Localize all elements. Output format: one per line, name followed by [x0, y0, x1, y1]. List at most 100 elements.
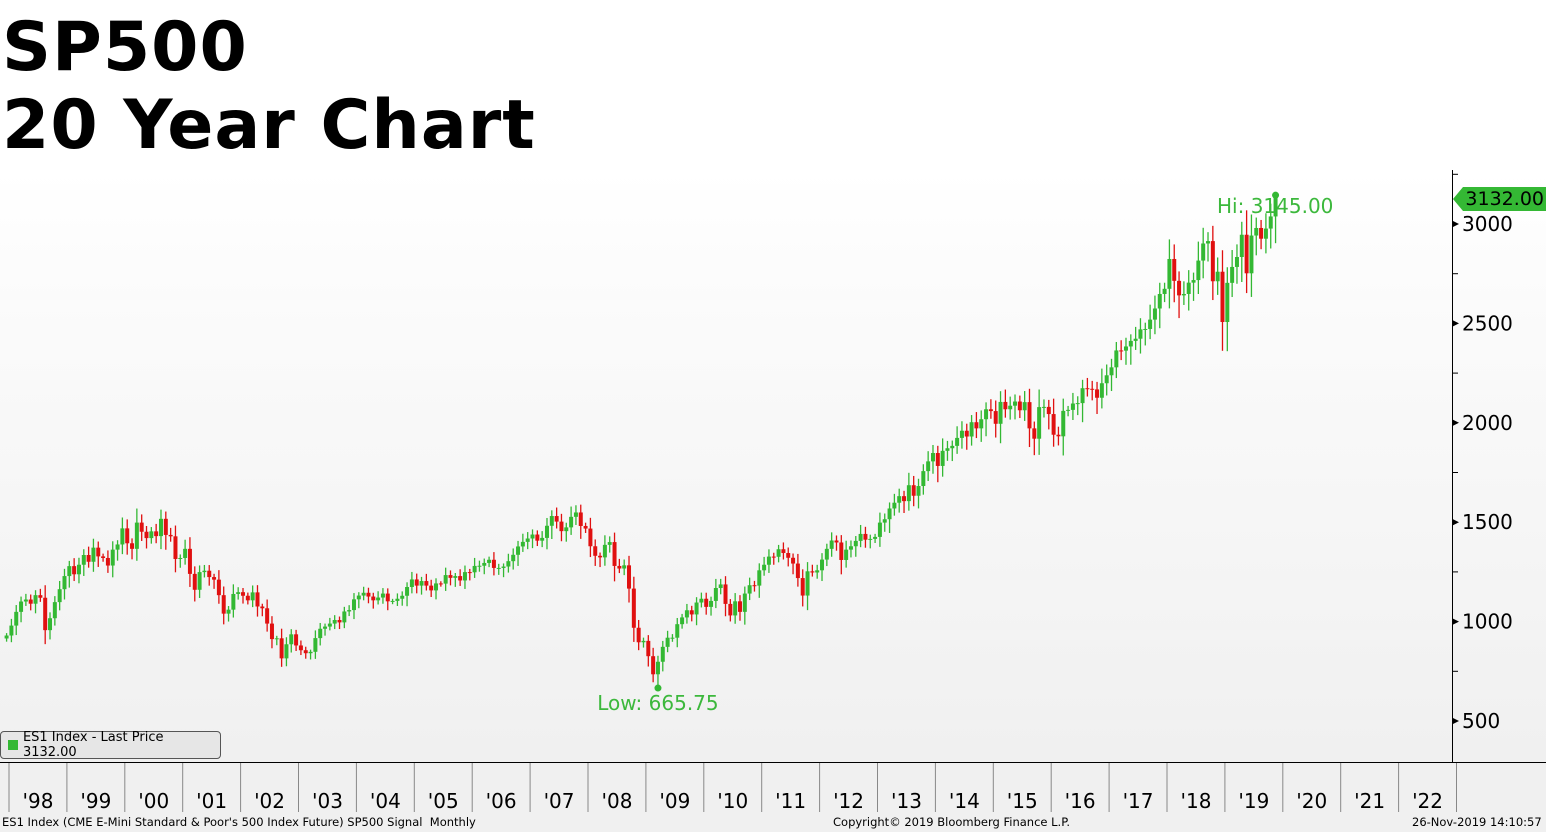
- candle-body: [1090, 388, 1095, 390]
- candle-body: [241, 592, 246, 596]
- candle-body: [414, 579, 419, 586]
- candle-body: [882, 519, 887, 523]
- candle-body: [1273, 197, 1278, 217]
- candle: [728, 599, 733, 622]
- candle: [255, 585, 260, 617]
- candle-body: [318, 628, 323, 639]
- footer-security-description: ES1 Index (CME E-Mini Standard & Poor's …: [2, 815, 476, 829]
- candle: [212, 573, 217, 589]
- candle-body: [684, 610, 689, 618]
- candle-body: [660, 646, 665, 662]
- candle-body: [366, 592, 371, 597]
- candle-body: [1181, 293, 1186, 296]
- candle: [935, 445, 940, 483]
- candle-body: [718, 584, 723, 589]
- candle: [110, 541, 115, 578]
- candle-body: [829, 540, 834, 549]
- y-tick-label: 1500: [1462, 510, 1513, 534]
- candle: [1046, 399, 1051, 430]
- candle-body: [607, 542, 612, 545]
- candle: [506, 553, 511, 573]
- y-tick-label: 1000: [1462, 610, 1513, 634]
- candle: [361, 586, 366, 601]
- candle: [713, 578, 718, 609]
- candle: [501, 563, 506, 578]
- candle: [1273, 195, 1278, 244]
- candle-body: [593, 546, 598, 556]
- candle-body: [1075, 403, 1080, 405]
- candle: [593, 539, 598, 566]
- candle-body: [1013, 401, 1018, 406]
- candle: [974, 412, 979, 439]
- candle-body: [1157, 293, 1162, 309]
- candle-body: [1061, 410, 1066, 437]
- candle-body: [380, 593, 385, 598]
- candle: [491, 552, 496, 576]
- candle-body: [212, 577, 217, 580]
- candle-body: [969, 422, 974, 437]
- candle: [380, 588, 385, 604]
- candle-body: [173, 536, 178, 559]
- y-tick: [1453, 519, 1459, 526]
- candle: [14, 605, 19, 636]
- candle-body: [1114, 350, 1119, 368]
- candle-body: [930, 453, 935, 462]
- candle-body: [390, 600, 395, 602]
- candle-body: [602, 544, 607, 558]
- candle-body: [1003, 401, 1008, 410]
- candle: [1206, 232, 1211, 262]
- candle: [115, 540, 120, 561]
- candle-body: [255, 592, 260, 607]
- candle: [101, 553, 106, 562]
- candle: [183, 539, 188, 565]
- candle: [1143, 322, 1148, 346]
- candle-body: [120, 528, 125, 545]
- x-tick-label: '07: [544, 789, 575, 813]
- candle: [573, 505, 578, 525]
- y-tick: [1453, 320, 1459, 327]
- candle-body: [921, 471, 926, 487]
- candle: [1201, 227, 1206, 279]
- candle: [781, 542, 786, 560]
- candle-body: [23, 599, 28, 602]
- candle: [1109, 358, 1114, 392]
- candle-body: [868, 538, 873, 540]
- legend-label: ES1 Index - Last Price 3132.00: [22, 730, 164, 760]
- candle: [955, 426, 960, 454]
- candle-body: [487, 559, 492, 563]
- x-tick-label: '16: [1065, 789, 1096, 813]
- candle: [988, 399, 993, 419]
- candle-body: [303, 650, 308, 654]
- candle-body: [950, 445, 955, 449]
- candle-body: [158, 518, 163, 537]
- candle-body: [216, 579, 221, 596]
- candle: [1148, 304, 1153, 340]
- footer-timestamp: 26-Nov-2019 14:10:57: [1412, 815, 1542, 829]
- candle: [1080, 379, 1085, 423]
- candle-body: [501, 566, 506, 568]
- candle-body: [506, 561, 511, 567]
- candle: [96, 541, 101, 567]
- candle-body: [1230, 266, 1235, 283]
- candle: [945, 440, 950, 461]
- high-label: Hi: 3145.00: [1217, 194, 1333, 218]
- candle-body: [752, 585, 757, 587]
- candle: [1075, 396, 1080, 416]
- candle: [998, 391, 1003, 444]
- candle-body: [988, 409, 993, 412]
- x-tick-label: '12: [833, 789, 864, 813]
- candle: [559, 513, 564, 542]
- candle-body: [289, 634, 294, 645]
- candle: [709, 596, 714, 616]
- candle: [950, 440, 955, 462]
- candle-body: [43, 597, 48, 631]
- legend[interactable]: ES1 Index - Last Price 3132.00: [0, 730, 221, 760]
- candle: [815, 564, 820, 579]
- candle-body: [959, 430, 964, 438]
- candle-body: [926, 461, 931, 472]
- x-tick-label: '18: [1180, 789, 1211, 813]
- x-tick-label: '02: [254, 789, 285, 813]
- candle: [882, 513, 887, 532]
- candle: [303, 646, 308, 659]
- candle-body: [192, 573, 197, 590]
